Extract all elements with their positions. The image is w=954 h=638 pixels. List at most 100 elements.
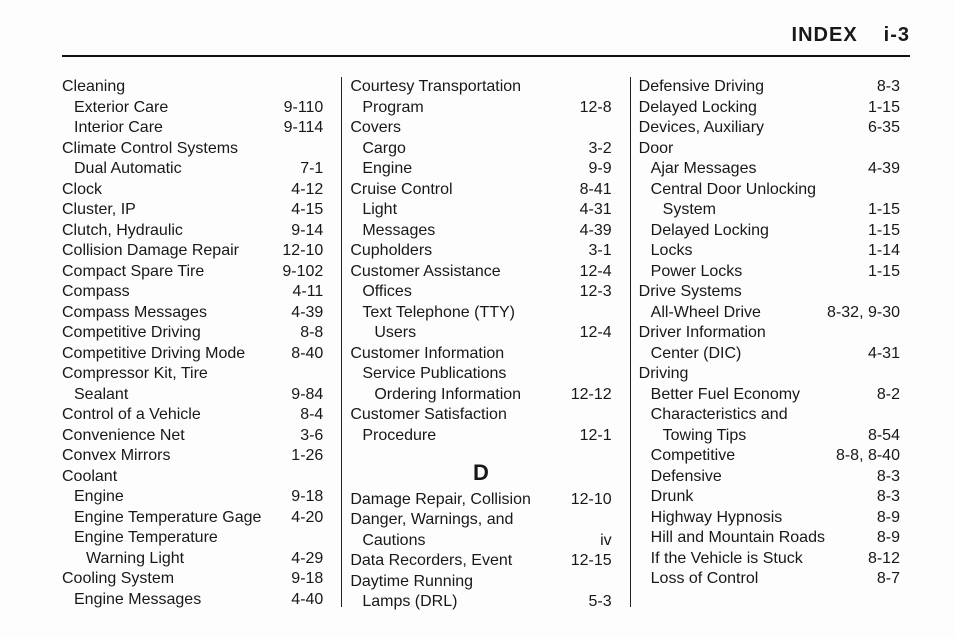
entry-page: 8-9 (877, 528, 900, 548)
index-entry: Cupholders3-1 (350, 241, 611, 261)
index-entry: Coolant (62, 467, 323, 487)
entry-page: 9-18 (291, 569, 323, 589)
entry-label: Drunk (651, 487, 694, 507)
index-entry: Delayed Locking1-15 (639, 98, 900, 118)
entry-label: Clutch, Hydraulic (62, 221, 183, 241)
entry-label: Devices, Auxiliary (639, 118, 764, 138)
entry-page: 9-14 (291, 221, 323, 241)
entry-page: 9-114 (284, 118, 324, 138)
entry-label: Engine Temperature (74, 528, 218, 548)
entry-label: Convenience Net (62, 426, 185, 446)
index-entry: Highway Hypnosis8-9 (639, 508, 900, 528)
entry-label: Customer Information (350, 344, 504, 364)
entry-label: Cleaning (62, 77, 125, 97)
index-entry: Locks 1-14 (639, 241, 900, 261)
entry-page: 1-26 (291, 446, 323, 466)
entry-page: 4-29 (291, 549, 323, 569)
index-entry: Convex Mirrors1-26 (62, 446, 323, 466)
index-entry: Daytime Running (350, 572, 611, 592)
index-entry: Driver Information (639, 323, 900, 343)
entry-label: Loss of Control (651, 569, 759, 589)
entry-page: iv (600, 531, 612, 551)
entry-label: Customer Assistance (350, 262, 500, 282)
entry-label: Program (362, 98, 423, 118)
entry-label: Hill and Mountain Roads (651, 528, 825, 548)
entry-page: 4-20 (291, 508, 323, 528)
entry-label: Coolant (62, 467, 117, 487)
index-entry: Data Recorders, Event12-15 (350, 551, 611, 571)
entry-label: Towing Tips (663, 426, 747, 446)
index-entry: Center (DIC) 4-31 (639, 344, 900, 364)
index-page: INDEX i-3 CleaningExterior Care9-110Inte… (0, 0, 954, 637)
entry-page: 8-40 (291, 344, 323, 364)
index-entry: Clutch, Hydraulic 9-14 (62, 221, 323, 241)
entry-label: Locks (651, 241, 693, 261)
index-entry: Messages4-39 (350, 221, 611, 241)
index-entry: Ajar Messages4-39 (639, 159, 900, 179)
entry-label: Cluster, IP (62, 200, 136, 220)
entry-label: Clock (62, 180, 102, 200)
entry-label: Better Fuel Economy (651, 385, 800, 405)
entry-label: Highway Hypnosis (651, 508, 783, 528)
entry-page: 9-110 (284, 98, 324, 118)
entry-page: 9-18 (291, 487, 323, 507)
entry-label: Text Telephone (TTY) (362, 303, 515, 323)
index-entry: Exterior Care 9-110 (62, 98, 323, 118)
entry-label: Control of a Vehicle (62, 405, 201, 425)
entry-label: Defensive Driving (639, 77, 764, 97)
index-entry: Procedure12-1 (350, 426, 611, 446)
index-entry: Customer Assistance12-4 (350, 262, 611, 282)
column-divider (341, 77, 342, 607)
index-entry: Damage Repair, Collision12-10 (350, 490, 611, 510)
entry-label: Offices (362, 282, 412, 302)
entry-label: Users (374, 323, 416, 343)
entry-label: Courtesy Transportation (350, 77, 521, 97)
entry-label: Competitive (651, 446, 735, 466)
index-entry: Cluster, IP 4-15 (62, 200, 323, 220)
entry-label: Ordering Information (374, 385, 521, 405)
entry-page: 12-12 (571, 385, 612, 405)
entry-page: 4-40 (291, 590, 323, 610)
index-entry: Compass Messages4-39 (62, 303, 323, 323)
entry-label: Compressor Kit, Tire (62, 364, 208, 384)
index-entry: Offices12-3 (350, 282, 611, 302)
entry-label: Central Door Unlocking (651, 180, 816, 200)
index-entry: Cooling System9-18 (62, 569, 323, 589)
index-entry: Delayed Locking1-15 (639, 221, 900, 241)
entry-label: Damage Repair, Collision (350, 490, 531, 510)
entry-page: 4-15 (291, 200, 323, 220)
entry-label: Center (DIC) (651, 344, 742, 364)
entry-page: 8-8 (300, 323, 323, 343)
entry-page: 3-1 (589, 241, 612, 261)
entry-page: 4-12 (291, 180, 323, 200)
index-entry: Characteristics and (639, 405, 900, 425)
index-entry: Ordering Information 12-12 (350, 385, 611, 405)
entry-label: Engine Messages (74, 590, 201, 610)
entry-label: Cautions (362, 531, 425, 551)
index-entry: Engine Messages 4-40 (62, 590, 323, 610)
entry-label: Door (639, 139, 674, 159)
entry-page: 8-12 (868, 549, 900, 569)
index-entry: Towing Tips8-54 (639, 426, 900, 446)
entry-page: 1-14 (868, 241, 900, 261)
index-entry: Climate Control Systems (62, 139, 323, 159)
index-entry: Power Locks1-15 (639, 262, 900, 282)
index-entry: Competitive8-8, 8-40 (639, 446, 900, 466)
entry-label: If the Vehicle is Stuck (651, 549, 803, 569)
entry-label: Warning Light (86, 549, 184, 569)
index-entry: Engine Temperature (62, 528, 323, 548)
entry-page: 4-39 (868, 159, 900, 179)
entry-page: 8-4 (300, 405, 323, 425)
entry-label: Exterior Care (74, 98, 168, 118)
index-entry: Convenience Net3-6 (62, 426, 323, 446)
entry-page: 1-15 (868, 98, 900, 118)
entry-page: 3-2 (589, 139, 612, 159)
index-entry: Interior Care9-114 (62, 118, 323, 138)
index-entry: Customer Satisfaction (350, 405, 611, 425)
entry-page: 9-102 (282, 262, 323, 282)
index-entry: Service Publications (350, 364, 611, 384)
entry-page: 4-31 (868, 344, 900, 364)
entry-label: Compact Spare Tire (62, 262, 204, 282)
section-letter: D (350, 460, 611, 486)
entry-page: 4-31 (580, 200, 612, 220)
